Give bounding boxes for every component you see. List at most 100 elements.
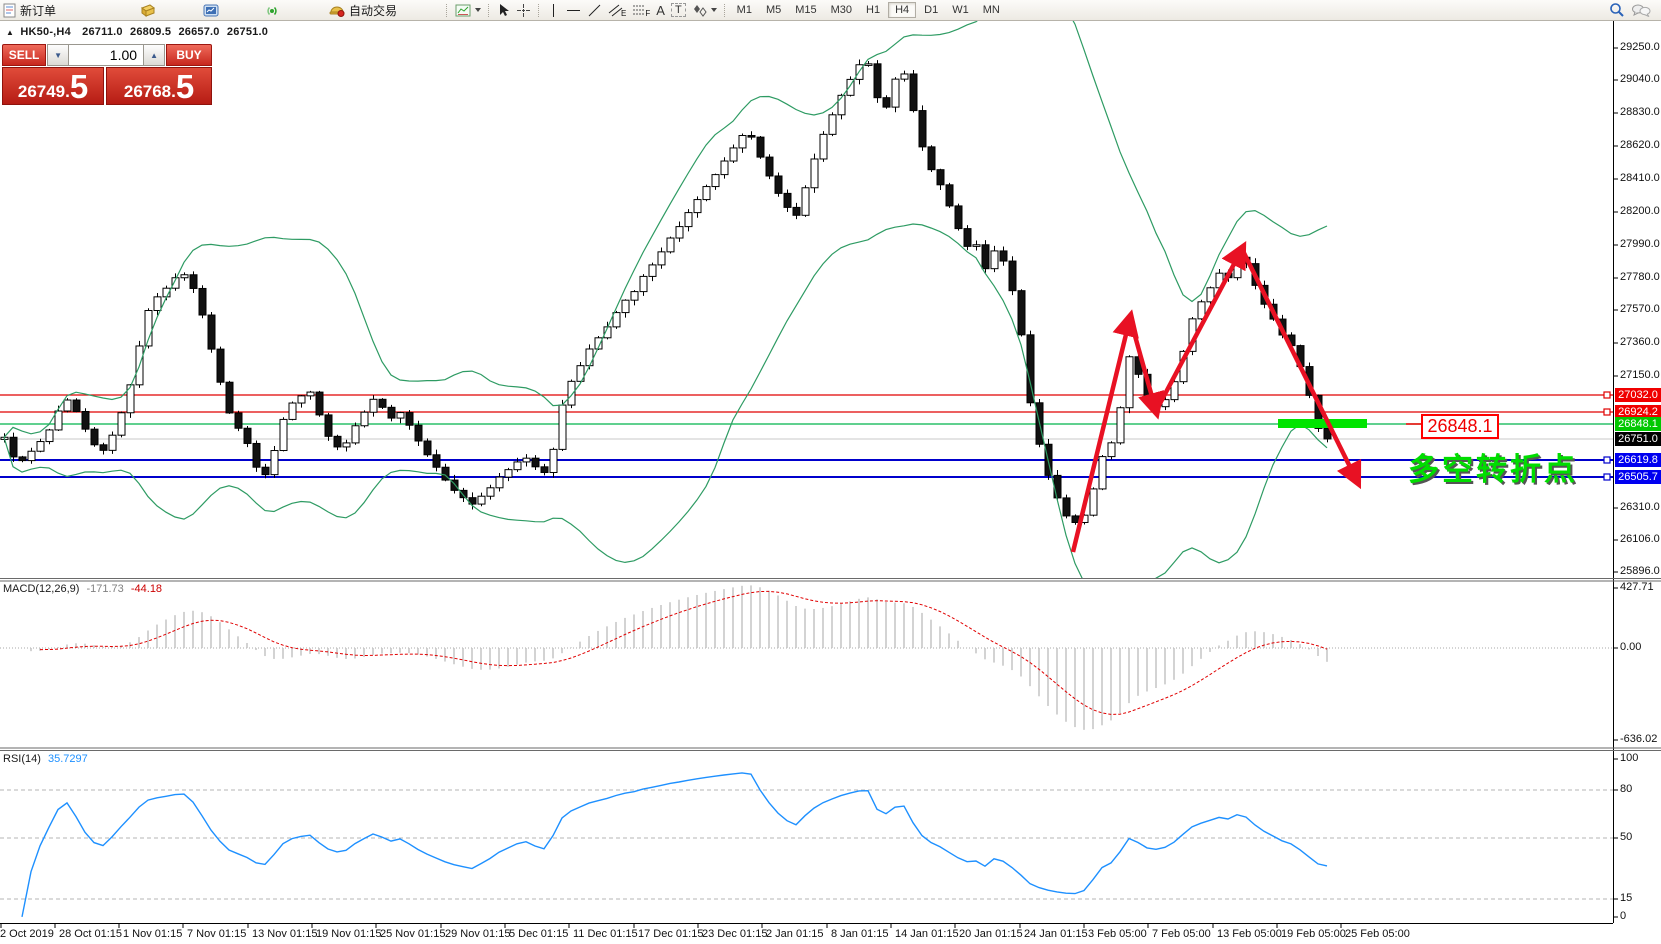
date-label: 28 Oct 01:15 (59, 928, 122, 940)
vertical-line-button[interactable] (545, 1, 562, 19)
new-order-label: 新订单 (20, 3, 57, 18)
arrows-icon (692, 3, 708, 18)
chat-button[interactable] (1629, 1, 1653, 19)
panel-splitter-macd[interactable] (0, 577, 1661, 582)
buy-price-int: 26768 (123, 82, 172, 101)
vertical-line-icon (547, 3, 560, 18)
level-line-anchor (1603, 473, 1611, 481)
timeframe-bar: M1 M5 M15 M30 H1 H4 D1 W1 MN (730, 2, 1007, 18)
highlight-rectangle[interactable] (1278, 419, 1367, 428)
date-label: 25 Nov 01:15 (380, 928, 446, 940)
level-price-tag: 26848.1 (1615, 417, 1661, 431)
date-label: 29 Nov 01:15 (445, 928, 511, 940)
rsi-axis-tick: 50 (1620, 831, 1633, 843)
chart-title: ▲ HK50-,H4 26711.0 26809.5 26657.0 26751… (6, 26, 268, 38)
toolbar-separator (723, 3, 726, 17)
macd-axis-tick: 0.00 (1620, 641, 1642, 653)
macd-axis-tick: 427.71 (1620, 581, 1654, 593)
sell-price-panel[interactable]: 26749. 5 (2, 67, 105, 105)
price-tag-26848[interactable]: 26848.1 (1421, 414, 1499, 439)
volume-increase-button[interactable]: ▲ (143, 44, 166, 66)
timeframe-mn[interactable]: MN (982, 4, 1000, 16)
timeframe-h1[interactable]: H1 (866, 4, 881, 16)
y-axis-tick: 26310.0 (1620, 501, 1660, 513)
search-button[interactable] (1607, 1, 1627, 19)
candles (0, 59, 1332, 525)
date-label: 11 Dec 01:15 (573, 928, 638, 940)
date-label: 7 Feb 05:00 (1152, 928, 1211, 940)
volume-input[interactable]: 1.00 (69, 44, 144, 66)
trend-arrow[interactable] (1127, 317, 1165, 420)
date-label: 13 Feb 05:00 (1217, 928, 1282, 940)
timeframe-w1[interactable]: W1 (952, 4, 969, 16)
cursor-button[interactable] (495, 1, 512, 19)
turning-point-text[interactable]: 多空转折点 (1408, 452, 1578, 487)
rsi-name: RSI(14) (3, 753, 41, 765)
trend-arrow[interactable] (1070, 309, 1139, 553)
buy-price-panel[interactable]: 26768. 5 (106, 67, 212, 105)
date-label: 14 Jan 01:15 (895, 928, 959, 940)
date-label: 24 Jan 01:15 (1024, 928, 1088, 940)
level-price-tag: 26924.2 (1615, 405, 1661, 419)
trend-arrow[interactable] (1154, 241, 1247, 413)
timeframe-m30[interactable]: M30 (830, 4, 853, 16)
timeframe-m1[interactable]: M1 (736, 4, 752, 16)
toolbar-separator (488, 3, 490, 17)
macd-plot (0, 585, 1613, 730)
chevron-down-icon (475, 8, 482, 12)
horizontal-line-icon (566, 3, 581, 18)
rsi-value: 35.7297 (47, 753, 88, 765)
sell-button[interactable]: SELL (2, 44, 47, 66)
rsi-axis-tick: 80 (1620, 783, 1633, 795)
new-chart-button[interactable] (453, 1, 483, 19)
timeframe-d1[interactable]: D1 (924, 4, 939, 16)
horizontal-line-button[interactable] (564, 1, 583, 19)
metaeditor-button[interactable] (137, 1, 158, 19)
ohlc-close: 26751.0 (226, 26, 269, 38)
buy-button[interactable]: BUY (166, 44, 212, 66)
one-click-trading-panel: SELL ▼ 1.00 ▲ BUY 26749. 5 26768. 5 (2, 44, 212, 105)
y-axis-tick: 27150.0 (1620, 369, 1660, 381)
buy-price-frac: 5 (175, 68, 195, 105)
terminal-button[interactable] (201, 1, 222, 19)
macd-signal-value: -44.18 (130, 583, 163, 595)
autotrading-button[interactable]: 自动交易 (327, 1, 399, 19)
date-label: 3 Feb 05:00 (1088, 928, 1147, 940)
timeframe-m5[interactable]: M5 (765, 4, 782, 16)
timeframe-h4[interactable]: H4 (888, 2, 917, 18)
timeframe-m15[interactable]: M15 (795, 4, 817, 16)
crosshair-icon (516, 3, 531, 18)
trendline-button[interactable] (585, 1, 604, 19)
arrows-button[interactable] (690, 1, 719, 19)
toolbar-separator (538, 3, 540, 17)
metaeditor-icon (139, 3, 156, 18)
channel-button[interactable]: E (606, 1, 628, 19)
level-line-anchor (1603, 391, 1611, 399)
chart-template-icon (455, 3, 472, 18)
channel-icon (608, 3, 623, 18)
text-button[interactable]: A (654, 1, 667, 19)
y-axis-tick: 29250.0 (1620, 41, 1660, 53)
sell-price-frac: 5 (69, 68, 89, 105)
trend-arrow[interactable] (1239, 248, 1362, 490)
trendline-icon (587, 3, 602, 18)
chevron-down-icon (710, 8, 717, 12)
new-order-button[interactable]: 新订单 (1, 1, 58, 19)
rsi-axis-tick: 15 (1620, 892, 1633, 904)
y-axis-tick: 28620.0 (1620, 139, 1660, 151)
symbol-marker-icon: ▲ (6, 28, 15, 37)
date-label: 20 Jan 01:15 (959, 928, 1023, 940)
ohlc-open: 26711.0 (82, 26, 123, 38)
date-label: 7 Nov 01:15 (187, 928, 247, 940)
macd-name: MACD(12,26,9) (3, 583, 80, 595)
crosshair-button[interactable] (514, 1, 533, 19)
level-price-tag: 26619.8 (1615, 453, 1661, 467)
label-button[interactable]: T (669, 1, 688, 19)
panel-splitter-rsi[interactable] (0, 746, 1661, 751)
fibonacci-button[interactable]: F (630, 1, 652, 19)
signals-icon (265, 3, 282, 18)
signals-button[interactable] (263, 1, 284, 19)
volume-decrease-button[interactable]: ▼ (47, 44, 70, 66)
macd-label: MACD(12,26,9) -171.73 -44.18 (3, 583, 162, 595)
